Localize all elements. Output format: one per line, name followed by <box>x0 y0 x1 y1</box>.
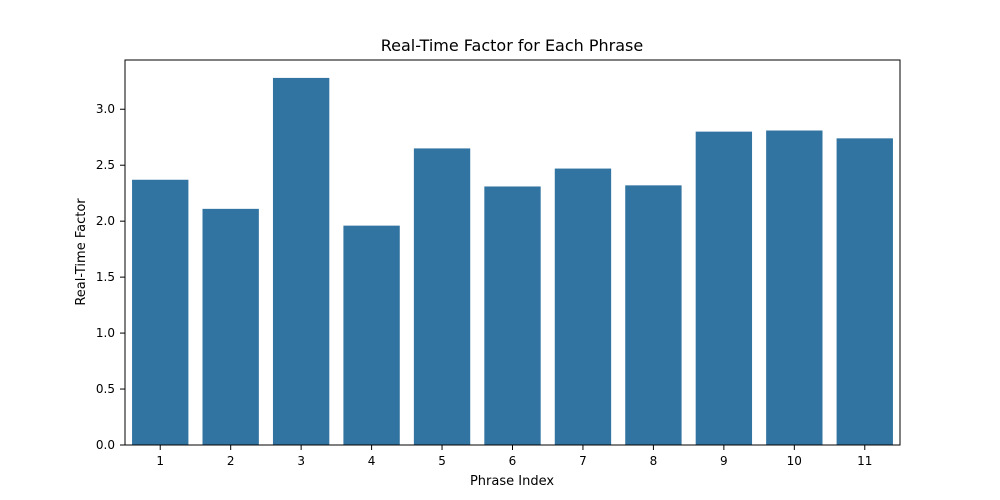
y-tick-label: 1.5 <box>96 270 115 284</box>
y-axis-label: Real-Time Factor <box>74 198 89 306</box>
y-tick-label: 2.5 <box>96 158 115 172</box>
bar-4 <box>343 225 400 445</box>
x-tick-label: 3 <box>297 454 305 468</box>
bar-7 <box>554 168 612 446</box>
plot-frame <box>124 59 901 446</box>
y-tick-label: 2.0 <box>96 214 115 228</box>
bar-10 <box>766 130 823 445</box>
x-tick-label: 2 <box>227 454 235 468</box>
x-tick-label: 8 <box>650 454 658 468</box>
x-tick-label: 7 <box>579 454 587 468</box>
x-tick-label: 6 <box>509 454 517 468</box>
x-tick-label: 10 <box>787 454 802 468</box>
bar-3 <box>272 77 330 445</box>
y-tick-label: 3.0 <box>96 102 115 116</box>
bar-1 <box>132 179 189 445</box>
bar-2 <box>202 208 259 445</box>
y-tick-label: 0.0 <box>96 438 115 452</box>
plot-area <box>132 77 893 446</box>
y-tick-label: 0.5 <box>96 382 115 396</box>
chart-title: Real-Time Factor for Each Phrase <box>381 36 643 55</box>
x-tick-label: 1 <box>156 454 164 468</box>
x-tick-label: 11 <box>857 454 872 468</box>
axes: 1 2 3 4 5 6 7 8 9 10 11 0.0 0.5 1.0 1.5 2.0 2.5 3.0 <box>96 59 901 468</box>
bar-6 <box>484 186 541 445</box>
bar-5 <box>413 148 471 445</box>
bar-11 <box>836 138 893 445</box>
bar-8 <box>625 185 682 446</box>
y-tick-label: 1.0 <box>96 326 115 340</box>
x-tick-label: 4 <box>368 454 376 468</box>
bar-9 <box>695 131 753 445</box>
x-axis-label: Phrase Index <box>470 474 554 489</box>
x-tick-label: 9 <box>720 454 728 468</box>
x-tick-label: 5 <box>438 454 446 468</box>
